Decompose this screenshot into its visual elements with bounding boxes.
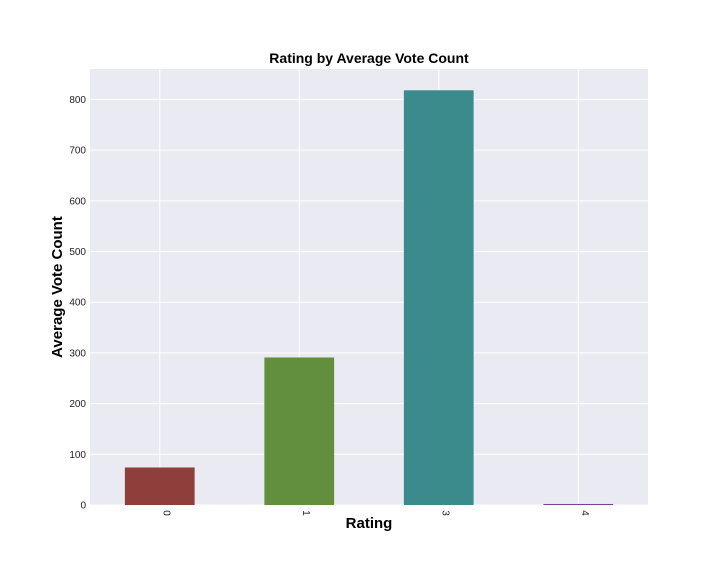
bar-4 bbox=[543, 503, 614, 505]
y-tick-label: 400 bbox=[69, 298, 86, 309]
y-tick-label: 800 bbox=[69, 95, 86, 106]
x-tick-label: 0 bbox=[160, 510, 171, 516]
x-tick-label: 1 bbox=[300, 510, 311, 516]
y-tick-label: 200 bbox=[69, 399, 86, 410]
y-axis-ticks: 0 100 200 300 400 500 600 700 800 bbox=[69, 95, 86, 512]
y-tick-label: 300 bbox=[69, 348, 86, 359]
x-tick-label: 3 bbox=[439, 510, 450, 516]
chart-title: Rating by Average Vote Count bbox=[269, 50, 469, 66]
bars bbox=[124, 90, 614, 505]
x-axis-ticks: 0 1 3 4 bbox=[160, 510, 590, 516]
y-tick-label: 500 bbox=[69, 247, 86, 258]
x-tick-label: 4 bbox=[579, 510, 590, 516]
y-tick-label: 700 bbox=[69, 146, 86, 157]
y-tick-label: 0 bbox=[80, 501, 86, 512]
y-tick-label: 100 bbox=[69, 450, 86, 461]
bar-3 bbox=[403, 90, 474, 505]
y-axis-title: Average Vote Count bbox=[49, 216, 66, 358]
y-tick-label: 600 bbox=[69, 196, 86, 207]
bar-0 bbox=[124, 467, 195, 505]
x-axis-title: Rating bbox=[346, 515, 393, 532]
plot-area bbox=[90, 69, 648, 505]
bar-1 bbox=[264, 357, 335, 505]
